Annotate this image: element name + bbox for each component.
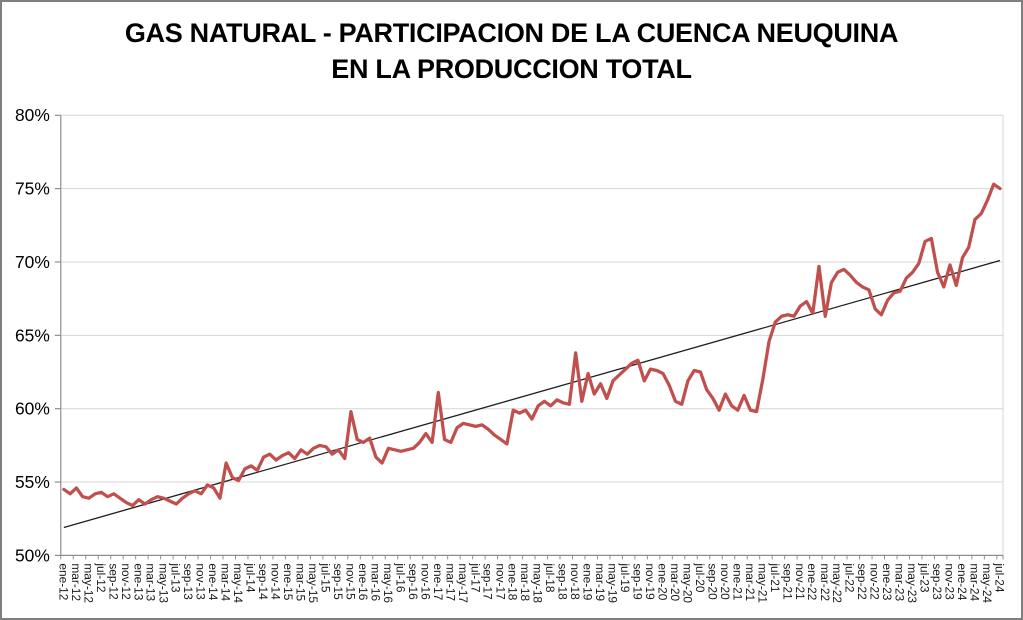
x-tick-label-mar-22: mar-22 (818, 563, 832, 601)
x-tick-label-sep-23: sep-23 (930, 563, 944, 600)
x-tick-label-jul-15: jul-15 (319, 562, 333, 592)
x-tick-label-nov-19: nov-19 (643, 563, 657, 600)
x-tick-label-sep-17: sep-17 (481, 563, 495, 600)
x-tick-label-jul-14: jul-14 (244, 562, 258, 592)
x-tick-label-jul-16: jul-16 (393, 562, 407, 592)
x-tick-label-ene-23: ene-23 (880, 563, 894, 600)
x-tick-label-jul-23: jul-23 (918, 562, 932, 592)
x-tick-label-may-22: may-22 (830, 563, 844, 603)
x-tick-label-mar-20: mar-20 (668, 563, 682, 601)
x-tick-label-nov-15: nov-15 (343, 563, 357, 600)
x-tick-label-sep-12: sep-12 (106, 563, 120, 600)
x-tick-label-ene-24: ene-24 (955, 563, 969, 600)
x-tick-label-may-17: may-17 (456, 563, 470, 603)
x-tick-label-ene-13: ene-13 (131, 563, 145, 600)
x-tick-label-sep-14: sep-14 (256, 563, 270, 600)
x-tick-label-may-23: may-23 (905, 563, 919, 603)
x-tick-label-may-15: may-15 (306, 563, 320, 603)
x-tick-label-jul-24: jul-24 (992, 562, 1006, 592)
x-tick-label-may-20: may-20 (680, 563, 694, 603)
x-tick-label-may-19: may-19 (606, 563, 620, 603)
x-tick-label-ene-19: ene-19 (581, 563, 595, 600)
x-tick-label-mar-19: mar-19 (593, 563, 607, 601)
chart-title-line1: GAS NATURAL - PARTICIPACION DE LA CUENCA… (124, 18, 899, 48)
chart-title: GAS NATURAL - PARTICIPACION DE LA CUENCA… (2, 15, 1021, 87)
x-tick-label-sep-20: sep-20 (705, 563, 719, 600)
x-tick-label-jul-21: jul-21 (768, 562, 782, 592)
x-tick-label-nov-12: nov-12 (119, 563, 133, 600)
x-tick-label-nov-20: nov-20 (718, 563, 732, 600)
x-tick-label-mar-23: mar-23 (893, 563, 907, 601)
x-tick-label-sep-22: sep-22 (855, 563, 869, 600)
x-tick-label-ene-18: ene-18 (506, 563, 520, 600)
x-tick-label-ene-22: ene-22 (805, 563, 819, 600)
x-tick-label-nov-18: nov-18 (568, 563, 582, 600)
x-tick-label-mar-18: mar-18 (518, 563, 532, 601)
y-tick-label-65: 65% (15, 325, 50, 345)
y-tick-label-75: 75% (15, 179, 50, 199)
x-tick-label-may-21: may-21 (755, 563, 769, 603)
y-tick-label-50: 50% (15, 545, 50, 565)
x-tick-label-jul-18: jul-18 (543, 562, 557, 592)
x-tick-label-may-12: may-12 (81, 563, 95, 603)
x-tick-label-sep-13: sep-13 (181, 563, 195, 600)
y-tick-label-60: 60% (15, 399, 50, 419)
x-tick-label-may-18: may-18 (531, 563, 545, 603)
x-tick-label-ene-20: ene-20 (656, 563, 670, 600)
x-tick-label-sep-21: sep-21 (780, 563, 794, 600)
x-tick-label-nov-23: nov-23 (942, 563, 956, 600)
x-tick-label-mar-14: mar-14 (219, 563, 233, 601)
series-line-participacion-cuenca-neuquina (62, 182, 1002, 508)
x-tick-label-mar-15: mar-15 (294, 563, 308, 601)
x-tick-label-ene-14: ene-14 (206, 563, 220, 600)
x-tick-label-nov-14: nov-14 (269, 563, 283, 600)
x-tick-label-jul-17: jul-17 (468, 562, 482, 592)
x-tick-label-mar-24: mar-24 (967, 563, 981, 601)
x-tick-label-nov-22: nov-22 (868, 563, 882, 600)
y-tick-label-55: 55% (15, 472, 50, 492)
x-tick-label-mar-17: mar-17 (443, 563, 457, 601)
x-tick-label-sep-19: sep-19 (631, 563, 645, 600)
x-tick-label-ene-17: ene-17 (431, 563, 445, 600)
x-tick-label-ene-21: ene-21 (730, 563, 744, 600)
x-tick-label-ene-16: ene-16 (356, 563, 370, 600)
x-tick-label-may-24: may-24 (980, 563, 994, 603)
x-tick-label-jul-19: jul-19 (618, 562, 632, 592)
x-tick-label-nov-21: nov-21 (793, 563, 807, 600)
x-tick-label-nov-16: nov-16 (418, 563, 432, 600)
x-tick-label-nov-13: nov-13 (194, 563, 208, 600)
y-tick-label-70: 70% (15, 252, 50, 272)
x-tick-label-jul-12: jul-12 (94, 562, 108, 592)
chart-title-line2: EN LA PRODUCCION TOTAL (331, 54, 692, 84)
x-tick-label-mar-12: mar-12 (69, 563, 83, 601)
x-tick-label-sep-16: sep-16 (406, 563, 420, 600)
x-tick-label-sep-18: sep-18 (556, 563, 570, 600)
trendline (63, 259, 1001, 529)
x-tick-label-jul-20: jul-20 (693, 562, 707, 592)
x-tick-label-may-16: may-16 (381, 563, 395, 603)
x-tick-label-jul-13: jul-13 (169, 562, 183, 592)
y-tick-label-80: 80% (15, 105, 50, 125)
x-tick-label-may-13: may-13 (156, 563, 170, 603)
x-tick-label-mar-21: mar-21 (743, 563, 757, 601)
x-tick-label-ene-15: ene-15 (281, 563, 295, 600)
x-tick-label-sep-15: sep-15 (331, 563, 345, 600)
x-tick-label-nov-17: nov-17 (493, 563, 507, 600)
x-tick-label-jul-22: jul-22 (843, 562, 857, 592)
x-tick-label-ene-12: ene-12 (56, 563, 70, 600)
x-tick-label-mar-13: mar-13 (144, 563, 158, 601)
x-tick-label-may-14: may-14 (231, 563, 245, 603)
x-tick-label-mar-16: mar-16 (368, 563, 382, 601)
